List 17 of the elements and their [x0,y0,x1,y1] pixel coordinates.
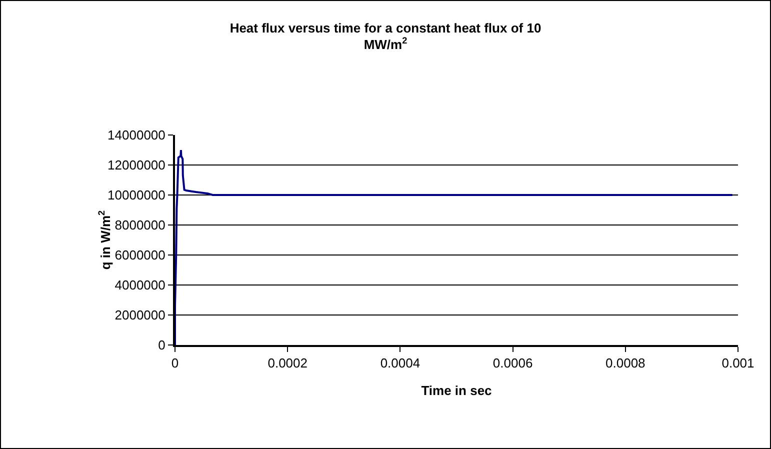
line-series [175,149,734,345]
y-tick-label: 8000000 [114,218,166,233]
y-tick-label: 4000000 [114,278,166,293]
x-axis-title: Time in sec [421,383,492,398]
x-tick-label: 0.0004 [380,356,420,371]
x-tick-label: 0.001 [722,356,754,371]
x-tick-label: 0.0006 [492,356,533,371]
x-tick-label: 0.0008 [606,356,646,371]
y-tick-label: 14000000 [108,128,166,143]
y-tick-label: 0 [158,338,166,353]
y-tick-label: 12000000 [108,158,166,173]
y-tick-label: 2000000 [114,308,166,323]
chart-title: Heat flux versus time for a constant heat flux of 10 MW/m$^{2}$ [230,20,542,52]
x-tick-label: 0.0002 [268,356,308,371]
y-tick-label: 6000000 [114,248,166,263]
x-tick-label: 0 [171,356,179,371]
y-tick-label: 10000000 [108,188,166,203]
